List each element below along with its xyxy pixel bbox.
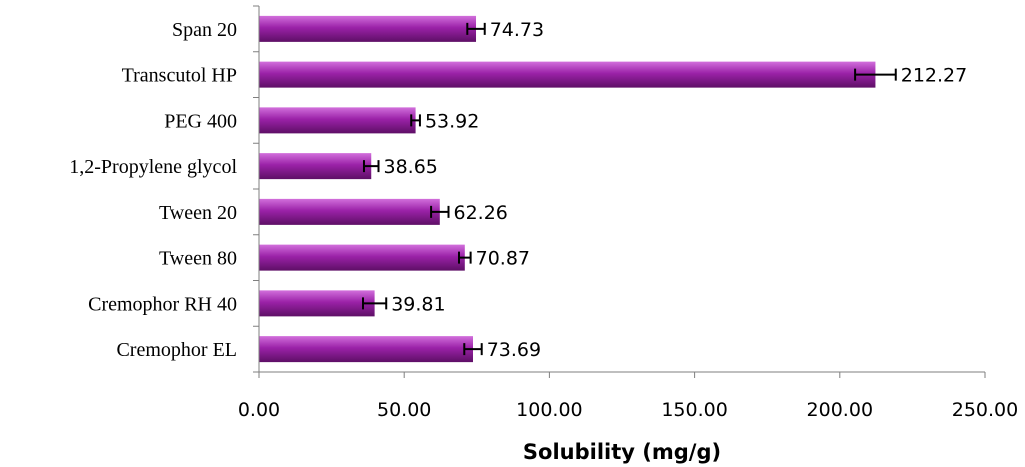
error-bar [361,297,388,310]
data-label: 39.81 [391,293,445,315]
x-tick-label: 100.00 [516,399,582,421]
data-label: 74.73 [490,19,544,41]
data-label: 53.92 [425,110,479,132]
data-label: 73.69 [487,339,541,361]
bar [259,153,372,180]
error-bar [466,22,486,35]
category-label: Transcutol HP [122,65,237,87]
x-axis-title: Solubility (mg/g) [523,440,721,464]
bar [259,198,440,225]
error-bar [430,205,450,218]
category-label: PEG 400 [164,110,237,132]
bar [259,61,876,88]
data-label: 62.26 [454,202,508,224]
error-bar [362,160,380,173]
axes-layer [253,5,986,378]
category-label: Tween 20 [159,202,237,224]
error-bar [463,343,483,356]
error-bar [457,251,472,264]
data-label: 212.27 [901,65,967,87]
error-bar [854,68,897,81]
x-tick-label: 50.00 [377,399,431,421]
bar [259,107,416,134]
bars-layer [259,15,897,363]
category-label: 1,2-Propylene glycol [69,156,237,178]
data-label: 38.65 [383,156,437,178]
bar [259,15,477,42]
category-label: Span 20 [172,19,237,41]
category-label: Cremophor EL [116,339,237,361]
x-tick-label: 150.00 [661,399,727,421]
data-label: 70.87 [476,248,530,270]
bar [259,336,473,363]
labels-layer: 74.73 Span 20 212.27 Transcutol HP 53.92 PEG … [69,19,1018,421]
category-label: Cremophor RH 40 [88,293,237,315]
bar [259,244,465,271]
category-label: Tween 80 [159,248,237,270]
error-bar [410,114,421,127]
x-tick-label: 250.00 [952,399,1018,421]
bar [259,290,375,317]
x-tick-label: 200.00 [807,399,873,421]
x-tick-label: 0.00 [238,399,280,421]
